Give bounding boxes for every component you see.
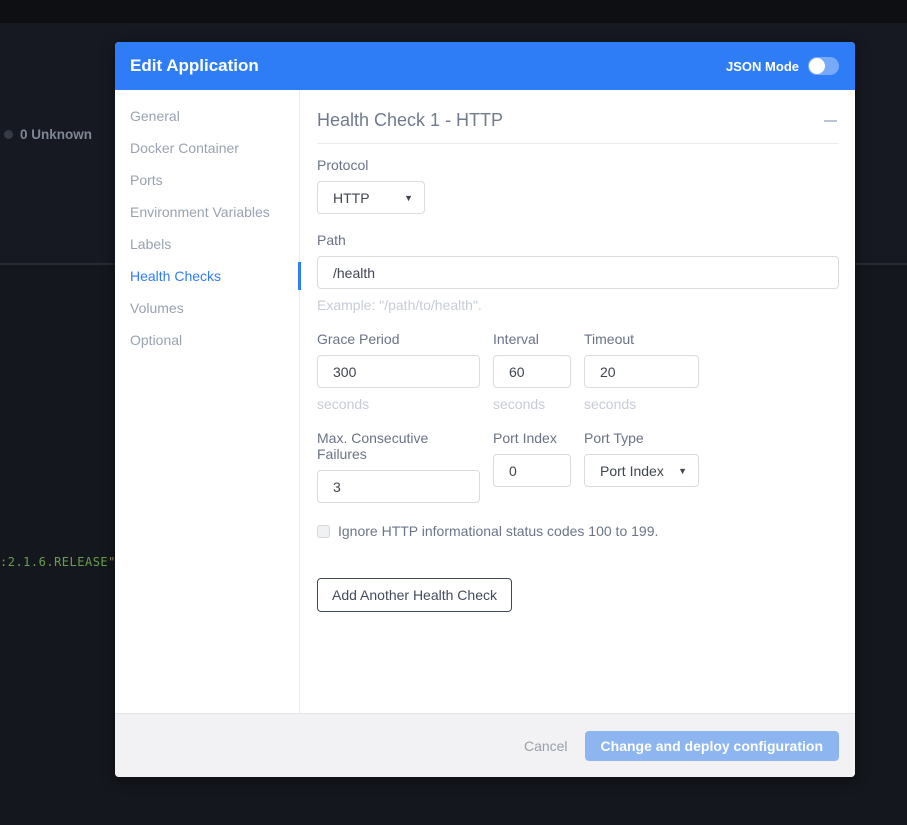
grace-period-group: Grace Period seconds	[317, 331, 480, 412]
port-type-label: Port Type	[584, 430, 644, 446]
interval-label: Interval	[493, 331, 539, 347]
code-version: 2.1.6.RELEASE	[7, 555, 109, 569]
sidebar-item-ports[interactable]: Ports	[130, 172, 163, 188]
modal-footer: Cancel Change and deploy configuration	[115, 713, 855, 777]
add-health-check-button[interactable]: Add Another Health Check	[317, 578, 512, 612]
max-consecutive-failures-group: Max. Consecutive Failures	[317, 430, 480, 503]
protocol-label: Protocol	[317, 157, 369, 173]
max-consecutive-failures-input[interactable]	[317, 470, 480, 503]
ignore-http-checkbox-row[interactable]: Ignore HTTP informational status codes 1…	[317, 523, 839, 539]
sidebar-item-docker-container[interactable]: Docker Container	[130, 140, 239, 156]
edit-application-modal: Edit Application JSON Mode General Docke…	[115, 42, 855, 777]
path-helper-text: Example: "/path/to/health".	[317, 297, 482, 313]
interval-unit: seconds	[493, 396, 546, 412]
path-group: Path Example: "/path/to/health".	[317, 232, 839, 313]
json-mode-label: JSON Mode	[726, 58, 799, 74]
sidebar-item-optional[interactable]: Optional	[130, 332, 183, 348]
timing-row: Grace Period seconds Interval seconds Ti…	[317, 331, 839, 412]
modal-title: Edit Application	[130, 56, 259, 75]
grace-period-input[interactable]	[317, 355, 480, 388]
port-index-label: Port Index	[493, 430, 557, 446]
toggle-knob-icon	[809, 58, 825, 74]
interval-group: Interval seconds	[493, 331, 571, 412]
port-type-select[interactable]: Port Index ▼	[584, 454, 699, 487]
timeout-input[interactable]	[584, 355, 699, 388]
sidebar-item-environment-variables[interactable]: Environment Variables	[130, 204, 270, 220]
json-mode-control: JSON Mode	[726, 57, 839, 75]
protocol-value: HTTP	[333, 189, 370, 206]
port-index-group: Port Index	[493, 430, 571, 503]
background-top-strip	[0, 0, 907, 23]
status-badge: 0 Unknown	[2, 127, 92, 142]
minus-icon[interactable]	[824, 119, 837, 122]
timeout-unit: seconds	[584, 396, 637, 412]
grace-period-label: Grace Period	[317, 331, 400, 347]
ignore-http-checkbox-label: Ignore HTTP informational status codes 1…	[338, 523, 659, 539]
timeout-label: Timeout	[584, 331, 635, 347]
protocol-group: Protocol HTTP ▼	[317, 157, 839, 214]
background-code-snippet: :2.1.6.RELEASE",	[0, 555, 124, 569]
modal-sidebar: General Docker Container Ports Environme…	[115, 90, 301, 713]
change-and-deploy-button[interactable]: Change and deploy configuration	[584, 730, 839, 761]
health-checks-panel: Health Check 1 - HTTP Protocol HTTP ▼ Pa…	[300, 90, 855, 713]
path-label: Path	[317, 232, 346, 248]
status-dot-icon	[4, 130, 13, 139]
status-text: 0 Unknown	[20, 127, 93, 142]
json-mode-toggle[interactable]	[808, 57, 839, 75]
chevron-down-icon: ▼	[404, 192, 413, 203]
modal-header: Edit Application JSON Mode	[115, 42, 855, 90]
protocol-select[interactable]: HTTP ▼	[317, 181, 425, 214]
max-consecutive-failures-label: Max. Consecutive Failures	[317, 430, 429, 462]
failures-port-row: Max. Consecutive Failures Port Index Por…	[317, 430, 839, 503]
timeout-group: Timeout seconds	[584, 331, 699, 412]
checkbox-icon[interactable]	[317, 524, 330, 538]
sidebar-item-volumes[interactable]: Volumes	[130, 300, 184, 316]
interval-input[interactable]	[493, 355, 571, 388]
port-index-input[interactable]	[493, 454, 571, 487]
chevron-down-icon: ▼	[678, 465, 687, 476]
port-type-group: Port Type Port Index ▼	[584, 430, 699, 503]
sidebar-item-health-checks[interactable]: Health Checks	[115, 260, 301, 292]
section-title: Health Check 1 - HTTP	[317, 110, 504, 130]
health-check-section-header: Health Check 1 - HTTP	[317, 110, 839, 144]
code-prefix: :	[0, 555, 8, 569]
cancel-button[interactable]: Cancel	[523, 737, 568, 754]
port-type-value: Port Index	[600, 462, 664, 479]
sidebar-item-general[interactable]: General	[130, 108, 180, 124]
sidebar-item-labels[interactable]: Labels	[130, 236, 172, 252]
modal-body: General Docker Container Ports Environme…	[115, 90, 855, 713]
path-input[interactable]	[317, 256, 839, 289]
grace-period-unit: seconds	[317, 396, 370, 412]
